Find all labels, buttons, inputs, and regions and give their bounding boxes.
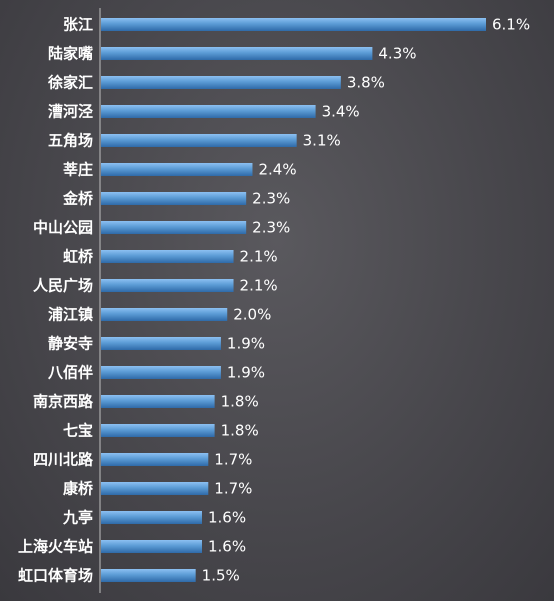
bar (101, 337, 221, 350)
value-label: 6.1% (492, 16, 530, 34)
bar (101, 453, 209, 466)
bar (101, 482, 209, 495)
category-label: 徐家汇 (47, 74, 93, 92)
value-label: 1.7% (214, 480, 252, 498)
category-label: 静安寺 (48, 335, 93, 353)
bar (101, 163, 253, 176)
value-label: 3.1% (303, 132, 341, 150)
value-label: 2.1% (240, 248, 278, 266)
category-label: 中山公园 (33, 219, 93, 237)
bar (101, 395, 215, 408)
category-label: 五角场 (48, 132, 93, 150)
bar (101, 134, 297, 147)
bar (101, 511, 202, 524)
category-label: 虹桥 (63, 248, 94, 266)
value-label: 2.3% (252, 190, 290, 208)
category-label: 八佰伴 (47, 364, 93, 382)
value-label: 2.1% (240, 277, 278, 295)
category-label: 浦江镇 (48, 306, 93, 324)
value-label: 2.0% (233, 306, 271, 324)
value-label: 1.9% (227, 364, 265, 382)
category-labels: 张江陆家嘴徐家汇漕河泾五角场莘庄金桥中山公园虹桥人民广场浦江镇静安寺八佰伴南京西… (18, 16, 94, 585)
category-label: 漕河泾 (48, 103, 93, 121)
bar (101, 308, 228, 321)
bar (101, 366, 221, 379)
category-label: 陆家嘴 (48, 45, 93, 63)
category-label: 康桥 (63, 480, 94, 498)
bar (101, 192, 247, 205)
bar (101, 250, 234, 263)
bar (101, 47, 373, 60)
value-label: 3.4% (322, 103, 360, 121)
value-label: 1.6% (208, 538, 246, 556)
bar (101, 76, 341, 89)
value-label: 2.3% (252, 219, 290, 237)
category-label: 九亭 (62, 509, 93, 527)
category-label: 人民广场 (33, 277, 93, 295)
bar (101, 279, 234, 292)
category-label: 四川北路 (33, 451, 94, 469)
bar (101, 105, 316, 118)
value-label: 1.7% (214, 451, 252, 469)
category-label: 南京西路 (33, 393, 94, 411)
category-label: 虹口体育场 (18, 567, 93, 585)
value-label: 2.4% (258, 161, 296, 179)
bar (101, 424, 215, 437)
bar (101, 221, 247, 234)
bars (101, 18, 486, 582)
value-label: 1.6% (208, 509, 246, 527)
category-label: 上海火车站 (18, 538, 93, 556)
value-label: 3.8% (347, 74, 385, 92)
value-label: 1.8% (221, 422, 259, 440)
category-label: 七宝 (63, 422, 93, 440)
value-label: 1.9% (227, 335, 265, 353)
category-label: 莘庄 (63, 161, 93, 179)
value-labels: 6.1% 4.3% 3.8% 3.4% 3.1% 2.4% 2.3% 2.3% 2.1% 2.1%… (202, 16, 530, 585)
bar (101, 540, 202, 553)
value-label: 1.8% (221, 393, 259, 411)
value-label: 1.5% (202, 567, 240, 585)
bar (101, 569, 196, 582)
category-label: 金桥 (62, 190, 94, 208)
value-label: 4.3% (378, 45, 416, 63)
bar (101, 18, 486, 31)
category-label: 张江 (63, 16, 93, 34)
